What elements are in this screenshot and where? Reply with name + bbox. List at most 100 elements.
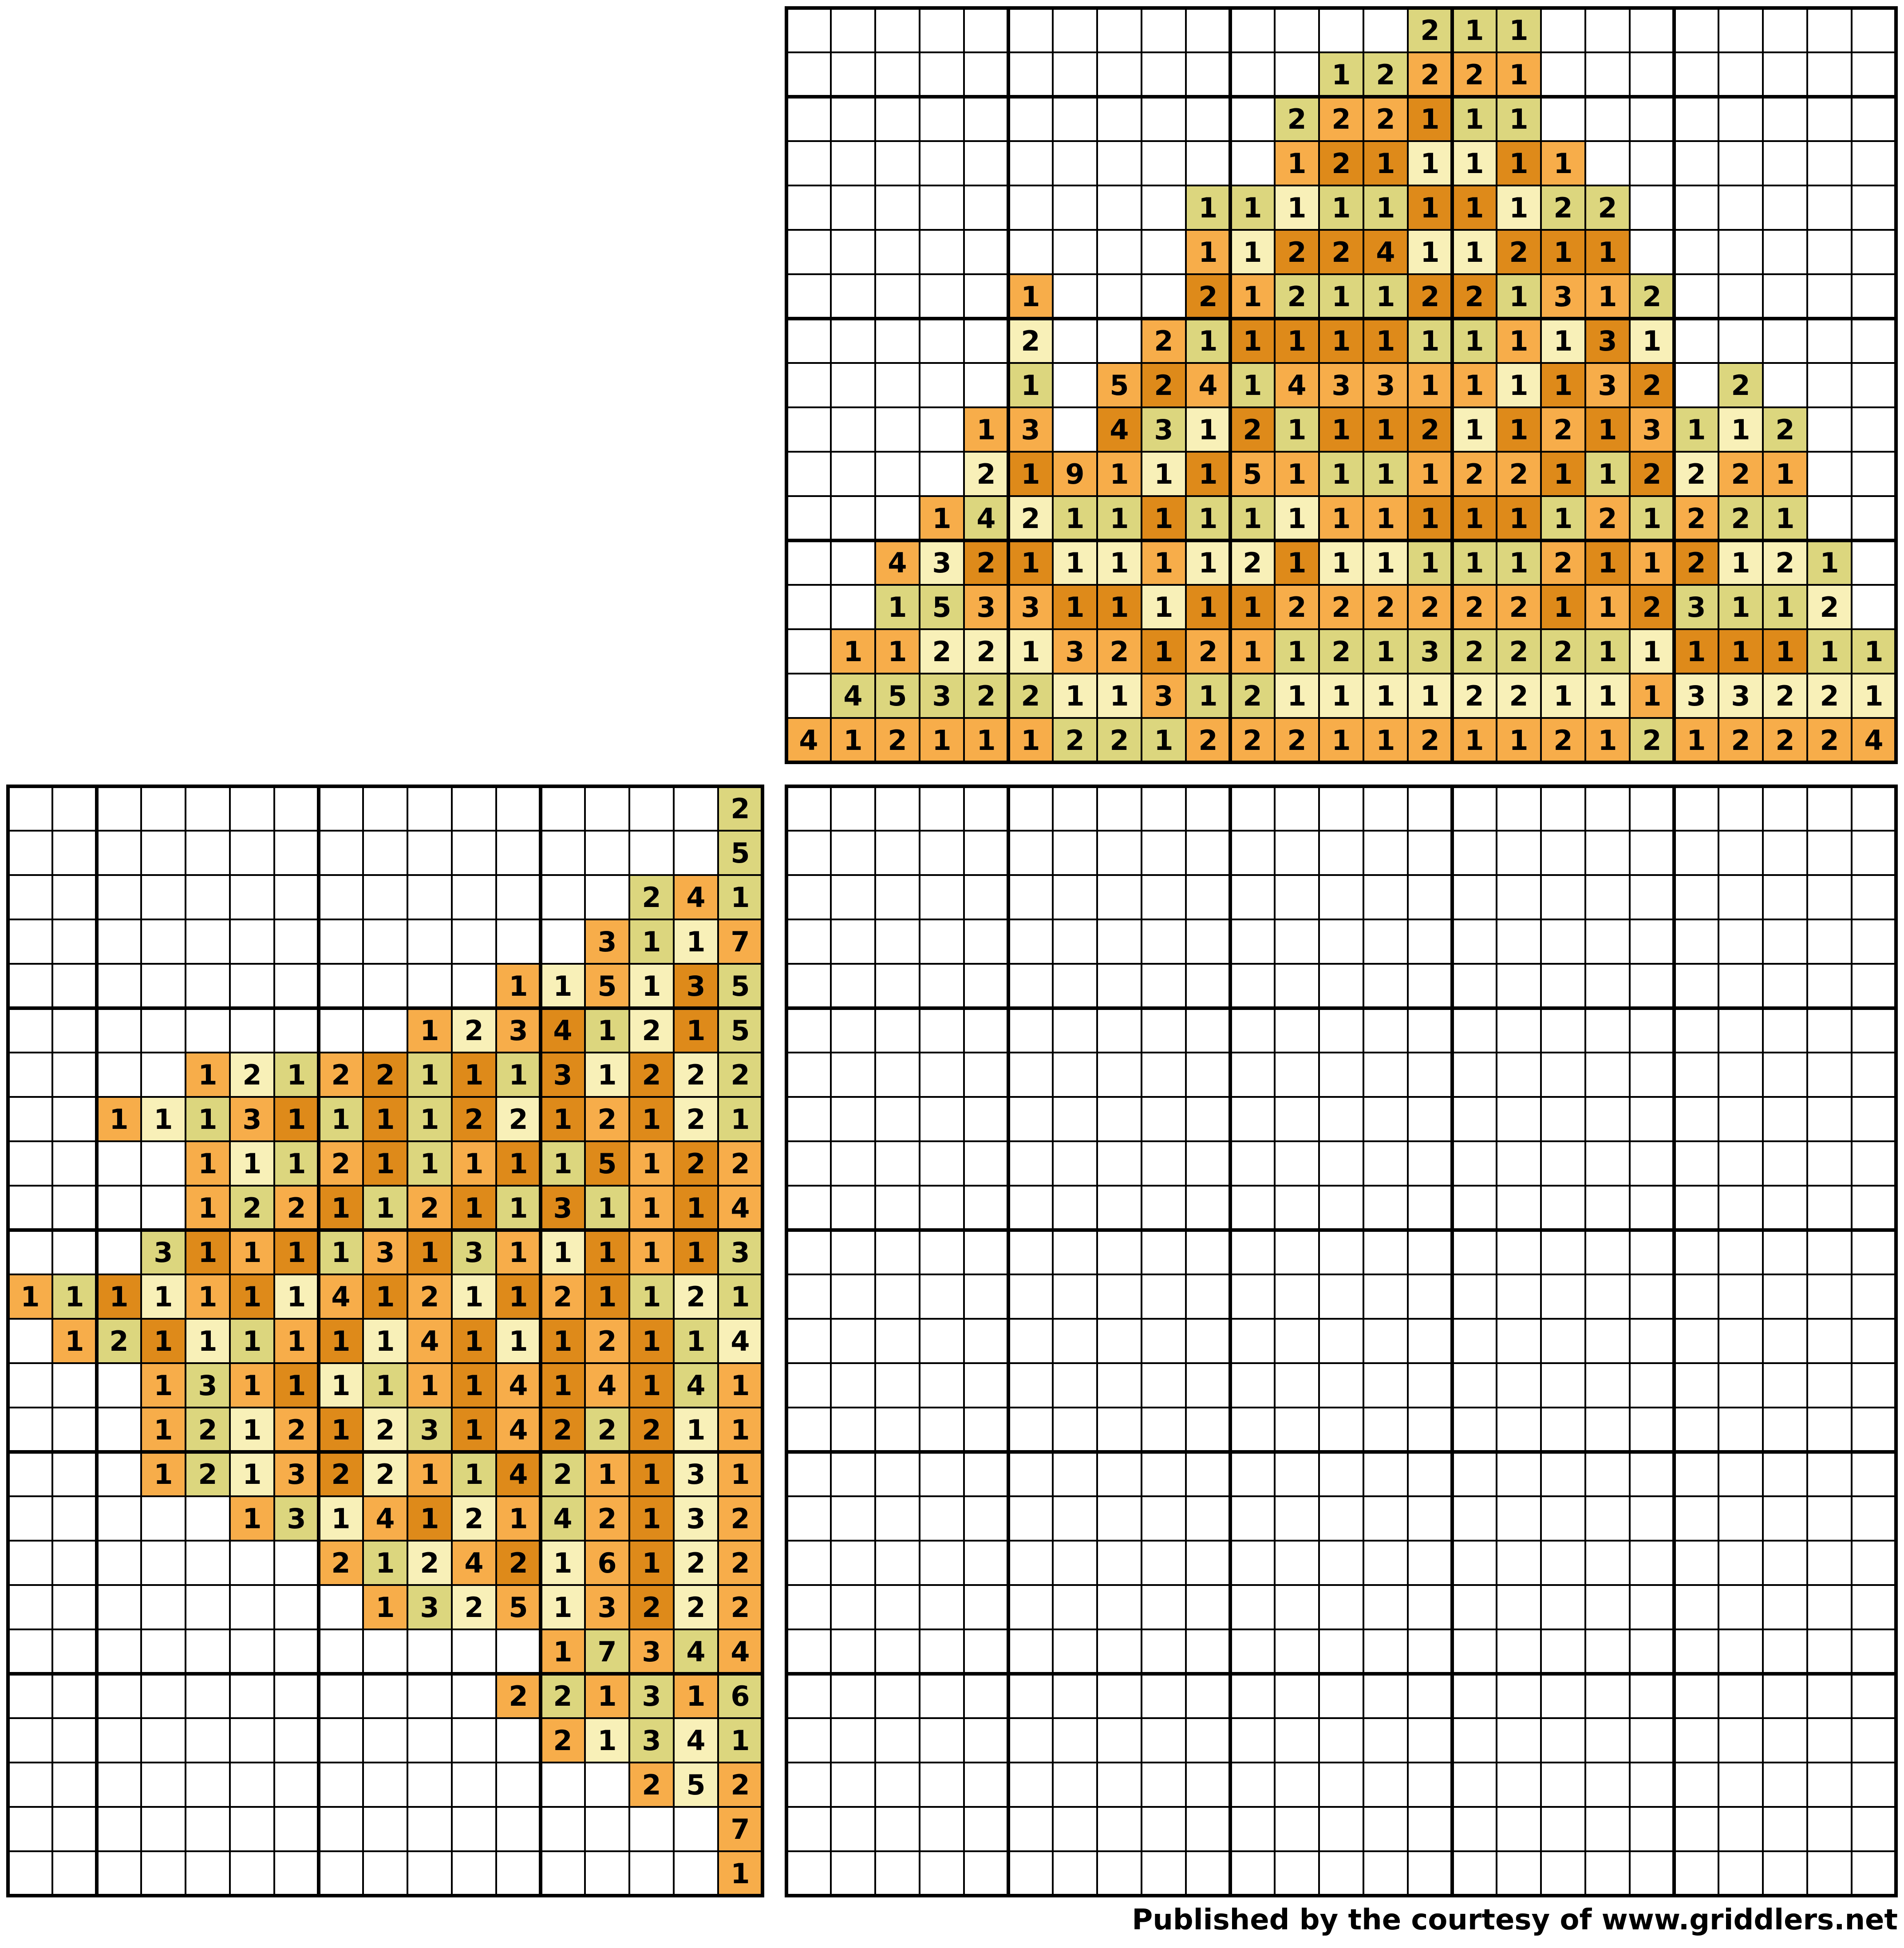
grid-cell[interactable] [920,964,964,1008]
column-clue[interactable]: 3 [964,585,1008,629]
row-clue[interactable]: 2 [674,1097,718,1141]
row-clue[interactable]: 7 [718,1807,762,1851]
column-clue[interactable]: 2 [1674,496,1718,540]
grid-cell[interactable] [1585,1274,1630,1319]
grid-cell[interactable] [1275,1363,1319,1408]
grid-cell[interactable] [1275,875,1319,919]
row-clue[interactable]: 1 [363,1585,407,1629]
grid-cell[interactable] [1363,1230,1408,1274]
row-clue[interactable]: 2 [629,875,674,919]
grid-cell[interactable] [1053,1629,1097,1674]
grid-cell[interactable] [1142,875,1186,919]
grid-cell[interactable] [1497,1230,1541,1274]
grid-cell[interactable] [1097,1452,1142,1496]
grid-cell[interactable] [1408,1452,1452,1496]
column-clue[interactable]: 4 [875,540,920,585]
row-clue[interactable]: 4 [319,1274,363,1319]
row-clue[interactable]: 1 [97,1097,141,1141]
grid-cell[interactable] [1718,1585,1763,1629]
grid-cell[interactable] [1319,1097,1363,1141]
row-clue[interactable]: 1 [52,1319,97,1363]
grid-cell[interactable] [1630,1629,1674,1674]
grid-cell[interactable] [1718,1408,1763,1452]
row-clue[interactable]: 4 [452,1541,496,1585]
grid-cell[interactable] [1142,786,1186,831]
row-clue[interactable]: 1 [230,1274,274,1319]
grid-cell[interactable] [1275,964,1319,1008]
row-clue[interactable]: 2 [319,1141,363,1186]
grid-cell[interactable] [1541,919,1585,964]
column-clue[interactable]: 3 [1008,407,1053,452]
grid-cell[interactable] [1408,786,1452,831]
grid-cell[interactable] [1763,919,1807,964]
column-clue[interactable]: 9 [1053,452,1097,496]
grid-cell[interactable] [1852,1585,1896,1629]
column-clue[interactable]: 2 [1674,452,1718,496]
column-clue[interactable]: 5 [875,674,920,718]
grid-cell[interactable] [1630,1718,1674,1763]
column-clue[interactable]: 3 [1008,585,1053,629]
grid-cell[interactable] [1186,831,1230,875]
grid-cell[interactable] [1319,1541,1363,1585]
grid-cell[interactable] [1097,919,1142,964]
column-clue[interactable]: 1 [1408,496,1452,540]
grid-cell[interactable] [875,1674,920,1718]
grid-cell[interactable] [1852,1319,1896,1363]
grid-cell[interactable] [1674,1851,1718,1896]
grid-cell[interactable] [1230,1008,1275,1053]
column-clue[interactable]: 1 [1452,407,1497,452]
row-clue[interactable]: 1 [186,1274,230,1319]
column-clue[interactable]: 1 [1541,452,1585,496]
row-clue[interactable]: 1 [629,1097,674,1141]
grid-cell[interactable] [964,1008,1008,1053]
column-clue[interactable]: 1 [1230,363,1275,407]
column-clue[interactable]: 2 [1408,274,1452,319]
grid-cell[interactable] [1497,1807,1541,1851]
grid-cell[interactable] [786,1541,831,1585]
grid-cell[interactable] [875,831,920,875]
grid-cell[interactable] [786,1408,831,1452]
column-clue[interactable]: 1 [1319,52,1363,97]
column-clue[interactable]: 2 [1807,718,1852,762]
grid-cell[interactable] [1497,1141,1541,1186]
grid-cell[interactable] [786,1674,831,1718]
grid-cell[interactable] [1275,1186,1319,1230]
grid-cell[interactable] [831,1141,875,1186]
grid-cell[interactable] [1497,1008,1541,1053]
column-clue[interactable]: 2 [1630,363,1674,407]
row-clue[interactable]: 1 [141,1363,186,1408]
row-clue[interactable]: 1 [496,1053,541,1097]
column-clue[interactable]: 1 [1142,585,1186,629]
column-clue[interactable]: 1 [1541,496,1585,540]
column-clue[interactable]: 1 [1674,718,1718,762]
row-clue[interactable]: 4 [718,1186,762,1230]
row-clue[interactable]: 3 [496,1008,541,1053]
grid-cell[interactable] [1630,786,1674,831]
row-clue[interactable]: 2 [585,1097,629,1141]
column-clue[interactable]: 4 [1186,363,1230,407]
grid-cell[interactable] [831,1718,875,1763]
grid-cell[interactable] [831,919,875,964]
grid-cell[interactable] [786,1053,831,1097]
column-clue[interactable]: 1 [1497,319,1541,363]
grid-cell[interactable] [1674,786,1718,831]
grid-cell[interactable] [1585,1141,1630,1186]
column-clue[interactable]: 1 [1230,230,1275,274]
grid-cell[interactable] [1674,1763,1718,1807]
grid-cell[interactable] [1408,1141,1452,1186]
column-clue[interactable]: 2 [1053,718,1097,762]
column-clue[interactable]: 1 [1852,674,1896,718]
grid-cell[interactable] [1186,1408,1230,1452]
row-clue[interactable]: 1 [718,1097,762,1141]
grid-cell[interactable] [920,1718,964,1763]
row-clue[interactable]: 3 [452,1230,496,1274]
column-clue[interactable]: 1 [1097,452,1142,496]
row-clue[interactable]: 1 [407,1008,452,1053]
grid-cell[interactable] [1630,1585,1674,1629]
grid-cell[interactable] [1497,831,1541,875]
row-clue[interactable]: 2 [407,1186,452,1230]
grid-cell[interactable] [964,1319,1008,1363]
grid-cell[interactable] [1186,875,1230,919]
grid-cell[interactable] [1363,1408,1408,1452]
grid-cell[interactable] [964,1629,1008,1674]
